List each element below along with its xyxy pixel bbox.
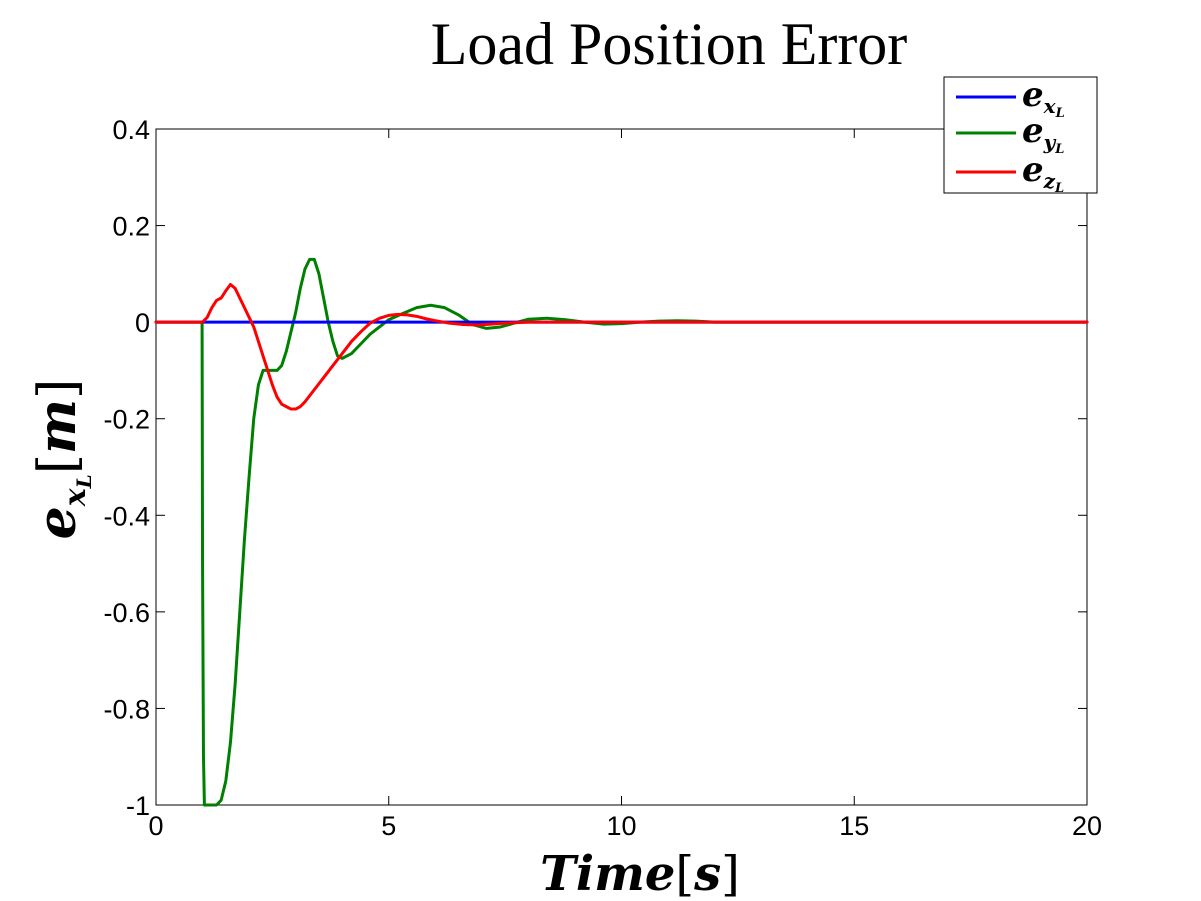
legend: exL eyL ezL <box>943 75 1098 196</box>
y-axis-label-bracket-close: ] <box>28 379 88 399</box>
y-tick-label: -0.2 <box>103 405 150 435</box>
legend-label-ey: eyL <box>1022 111 1064 157</box>
y-tick-label: 0.2 <box>112 212 150 242</box>
y-axis-label-sub: x <box>58 487 93 507</box>
series-lines <box>154 257 1089 807</box>
legend-label-ex: exL <box>1022 75 1065 121</box>
y-axis-label-main: e <box>27 506 88 539</box>
y-tick-label: -0.8 <box>103 694 150 724</box>
y-tick-label: -0.6 <box>103 598 150 628</box>
plot-area <box>155 128 1088 806</box>
x-tick-label: 15 <box>839 811 869 841</box>
y-tick-label: -0.4 <box>103 501 150 531</box>
x-axis-label-unit: s <box>693 846 721 901</box>
x-axis-label-main: Time <box>540 846 675 901</box>
series-line-ez <box>154 282 1089 411</box>
x-tick-label: 10 <box>606 811 636 841</box>
x-tick-label: 20 <box>1072 811 1102 841</box>
y-axis-label-bracket-open: [ <box>28 454 88 474</box>
x-axis-label: Time[s] <box>540 846 740 901</box>
chart-title: Load Position Error <box>431 11 908 77</box>
y-axis-label-unit: m <box>27 399 88 454</box>
legend-label-ez: ezL <box>1022 150 1064 196</box>
y-tick-label: -1 <box>126 791 150 821</box>
legend-box <box>943 76 1098 194</box>
y-tick-label: 0.4 <box>112 115 150 145</box>
y-tick-label: 0 <box>135 308 150 338</box>
x-tick-labels: 0 5 10 15 20 <box>148 811 1102 841</box>
y-axis-label-subsub: L <box>72 474 96 489</box>
x-axis-label-bracket-close: ] <box>721 846 740 901</box>
x-tick-label: 5 <box>381 811 396 841</box>
x-tick-label: 0 <box>148 811 163 841</box>
y-tick-labels: 0.4 0.2 0 -0.2 -0.4 -0.6 -0.8 -1 <box>103 115 150 821</box>
y-axis-label: exL[m] <box>27 379 96 540</box>
x-axis-label-bracket-open: [ <box>675 846 694 901</box>
